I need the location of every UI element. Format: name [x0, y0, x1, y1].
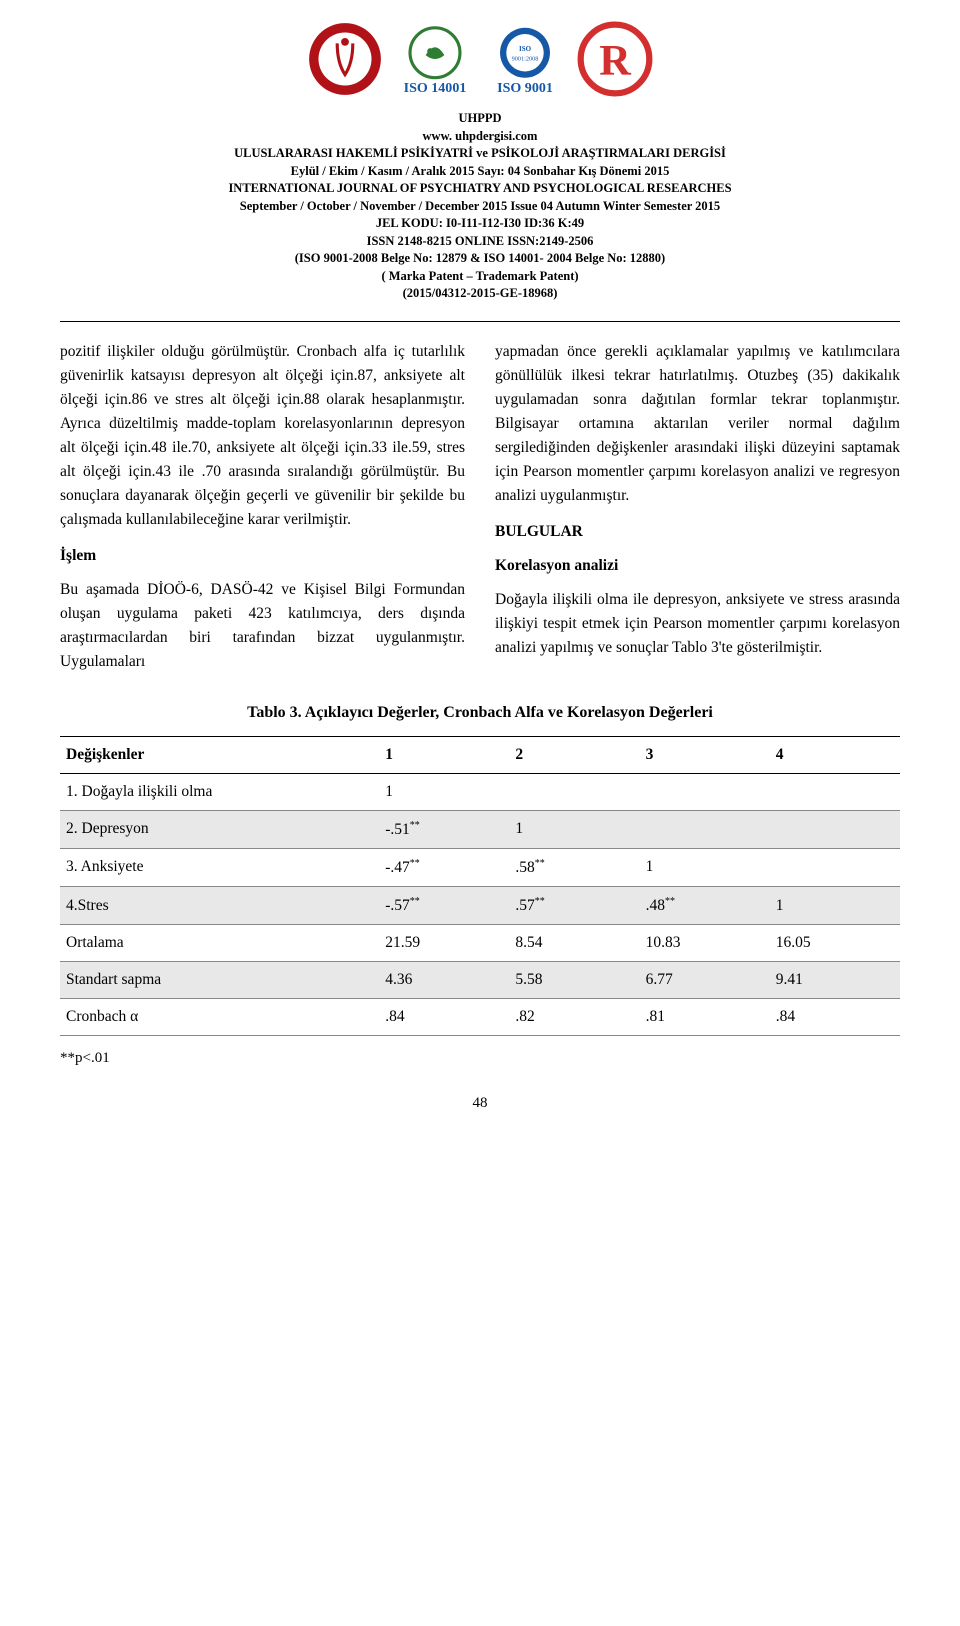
- patent: ( Marka Patent – Trademark Patent): [60, 268, 900, 286]
- variable-cell: Cronbach α: [60, 999, 379, 1036]
- issue-tr: Eylül / Ekim / Kasım / Aralık 2015 Sayı:…: [60, 163, 900, 181]
- variable-cell: 4.Stres: [60, 887, 379, 925]
- col-header-variables: Değişkenler: [60, 736, 379, 773]
- col-header-2: 2: [509, 736, 639, 773]
- value-cell: 4.36: [379, 962, 509, 999]
- value-cell: [640, 810, 770, 848]
- table-title: Tablo 3. Açıklayıcı Değerler, Cronbach A…: [60, 704, 900, 722]
- body-columns: pozitif ilişkiler olduğu görülmüştür. Cr…: [60, 340, 900, 686]
- value-cell: 6.77: [640, 962, 770, 999]
- value-cell: .84: [379, 999, 509, 1036]
- value-cell: 5.58: [509, 962, 639, 999]
- journal-title-tr: ULUSLARARASI HAKEMLİ PSİKİYATRİ ve PSİKO…: [60, 145, 900, 163]
- table-row: 3. Anksiyete-.47**.58**1: [60, 848, 900, 886]
- iso-cert: (ISO 9001-2008 Belge No: 12879 & ISO 140…: [60, 250, 900, 268]
- value-cell: [770, 773, 900, 810]
- issue-en: September / October / November / Decembe…: [60, 198, 900, 216]
- header-rule: [60, 321, 900, 322]
- svg-text:R: R: [599, 37, 631, 85]
- variable-cell: 1. Doğayla ilişkili olma: [60, 773, 379, 810]
- svg-text:ISO 14001: ISO 14001: [404, 80, 467, 96]
- table-row: Ortalama21.598.5410.8316.05: [60, 925, 900, 962]
- jel-code: JEL KODU: I0-I11-I12-I30 ID:36 K:49: [60, 215, 900, 233]
- logo-iso9001: ISO 9001:2008 ISO 9001: [486, 20, 564, 98]
- col-header-3: 3: [640, 736, 770, 773]
- issn: ISSN 2148-8215 ONLINE ISSN:2149-2506: [60, 233, 900, 251]
- variable-cell: Standart sapma: [60, 962, 379, 999]
- variable-cell: 2. Depresyon: [60, 810, 379, 848]
- value-cell: -.57**: [379, 887, 509, 925]
- svg-text:ISO: ISO: [519, 45, 532, 53]
- variable-cell: Ortalama: [60, 925, 379, 962]
- value-cell: [770, 810, 900, 848]
- value-cell: -.47**: [379, 848, 509, 886]
- left-para-2: Bu aşamada DİOÖ-6, DASÖ-42 ve Kişisel Bi…: [60, 578, 465, 674]
- logo-iso14001: ISO 14001: [396, 20, 474, 98]
- left-heading-islem: İşlem: [60, 544, 465, 568]
- website: www. uhpdergisi.com: [60, 128, 900, 146]
- value-cell: 1: [509, 810, 639, 848]
- right-heading-bulgular: BULGULAR: [495, 520, 900, 544]
- page-number: 48: [60, 1095, 900, 1112]
- logo-row: ISO 14001 ISO 9001:2008 ISO 9001 R: [60, 20, 900, 98]
- value-cell: 16.05: [770, 925, 900, 962]
- svg-text:9001:2008: 9001:2008: [512, 56, 539, 63]
- value-cell: .84: [770, 999, 900, 1036]
- col-header-1: 1: [379, 736, 509, 773]
- svg-text:ISO 9001: ISO 9001: [497, 80, 553, 96]
- right-para-2: Doğayla ilişkili olma ile depresyon, ank…: [495, 588, 900, 660]
- left-column: pozitif ilişkiler olduğu görülmüştür. Cr…: [60, 340, 465, 686]
- table-header-row: Değişkenler 1 2 3 4: [60, 736, 900, 773]
- value-cell: [640, 773, 770, 810]
- value-cell: .58**: [509, 848, 639, 886]
- value-cell: 1: [640, 848, 770, 886]
- org-abbrev: UHPPD: [60, 110, 900, 128]
- logo-uhppd: [306, 20, 384, 98]
- right-heading-korelasyon: Korelasyon analizi: [495, 554, 900, 578]
- value-cell: .57**: [509, 887, 639, 925]
- value-cell: .81: [640, 999, 770, 1036]
- table-row: Standart sapma4.365.586.779.41: [60, 962, 900, 999]
- value-cell: [509, 773, 639, 810]
- value-cell: 1: [770, 887, 900, 925]
- value-cell: 1: [379, 773, 509, 810]
- value-cell: 8.54: [509, 925, 639, 962]
- registration: (2015/04312-2015-GE-18968): [60, 285, 900, 303]
- table-row: Cronbach α.84.82.81.84: [60, 999, 900, 1036]
- table-row: 4.Stres-.57**.57**.48**1: [60, 887, 900, 925]
- value-cell: .48**: [640, 887, 770, 925]
- value-cell: .82: [509, 999, 639, 1036]
- right-column: yapmadan önce gerekli açıklamalar yapılm…: [495, 340, 900, 686]
- left-para-1: pozitif ilişkiler olduğu görülmüştür. Cr…: [60, 340, 465, 532]
- table-row: 2. Depresyon-.51**1: [60, 810, 900, 848]
- journal-title-en: INTERNATIONAL JOURNAL OF PSYCHIATRY AND …: [60, 180, 900, 198]
- value-cell: 21.59: [379, 925, 509, 962]
- correlation-table: Değişkenler 1 2 3 4 1. Doğayla ilişkili …: [60, 736, 900, 1036]
- value-cell: 10.83: [640, 925, 770, 962]
- table-row: 1. Doğayla ilişkili olma1: [60, 773, 900, 810]
- value-cell: [770, 848, 900, 886]
- value-cell: -.51**: [379, 810, 509, 848]
- variable-cell: 3. Anksiyete: [60, 848, 379, 886]
- right-para-1: yapmadan önce gerekli açıklamalar yapılm…: [495, 340, 900, 508]
- table-footnote: **p<.01: [60, 1050, 900, 1067]
- col-header-4: 4: [770, 736, 900, 773]
- journal-header: UHPPD www. uhpdergisi.com ULUSLARARASI H…: [60, 110, 900, 303]
- value-cell: 9.41: [770, 962, 900, 999]
- logo-registered: R: [576, 20, 654, 98]
